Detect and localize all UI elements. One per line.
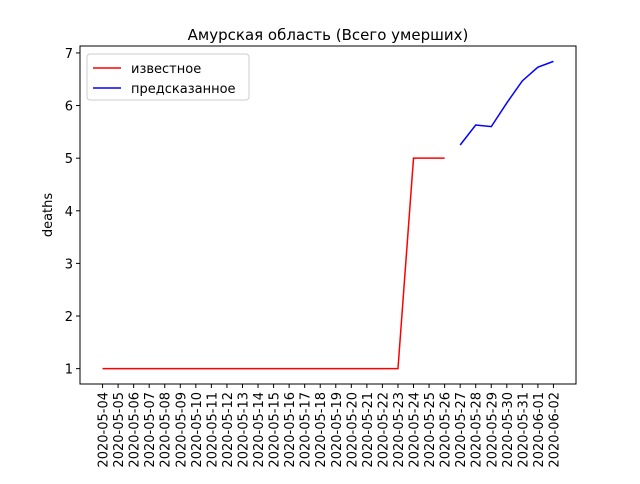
y-tick-label: 7: [65, 47, 73, 62]
line-series: [459, 60, 554, 146]
x-tick-label: 2020-05-31: [516, 392, 531, 468]
y-tick-label: 6: [65, 100, 73, 115]
x-tick-label: 2020-06-02: [547, 392, 562, 468]
x-tick-label: 2020-05-07: [143, 392, 158, 468]
x-tick-label: 2020-05-13: [236, 392, 251, 468]
x-tick-label: 2020-05-27: [454, 392, 469, 468]
x-tick-label: 2020-05-09: [174, 392, 189, 468]
x-tick-label: 2020-05-10: [190, 392, 205, 468]
legend-box: [86, 53, 250, 101]
x-tick-label: 2020-06-01: [532, 392, 547, 468]
plot-frame: [79, 45, 577, 385]
x-tick-label: 2020-05-12: [221, 392, 236, 468]
y-tick-label: 3: [65, 257, 73, 272]
x-tick-label: 2020-05-20: [345, 392, 360, 468]
x-tick-label: 2020-05-18: [314, 392, 329, 468]
x-tick-label: 2020-05-19: [330, 392, 345, 468]
x-tick-label: 2020-05-06: [128, 392, 143, 468]
line-series: [102, 157, 445, 370]
x-tick-label: 2020-05-14: [252, 392, 267, 468]
x-tick-label: 2020-05-16: [283, 392, 298, 468]
x-tick-label: 2020-05-17: [299, 392, 314, 468]
x-tick-label: 2020-05-05: [112, 392, 127, 468]
x-tick-label: 2020-05-24: [408, 392, 423, 468]
legend-label: известное: [131, 62, 201, 77]
x-tick-label: 2020-05-15: [268, 392, 283, 468]
x-tick-label: 2020-05-21: [361, 392, 376, 468]
x-tick-label: 2020-05-23: [392, 392, 407, 468]
x-tick-label: 2020-05-08: [159, 392, 174, 468]
x-tick-label: 2020-05-04: [97, 392, 112, 468]
x-tick-label: 2020-05-29: [485, 392, 500, 468]
x-tick-label: 2020-05-11: [205, 392, 220, 468]
chart-title: Амурская область (Всего умерших): [188, 26, 469, 44]
y-tick-label: 5: [65, 152, 73, 167]
y-axis-label: deaths: [41, 193, 56, 238]
x-tick-label: 2020-05-28: [470, 392, 485, 468]
y-tick-label: 2: [65, 310, 73, 325]
y-tick-label: 4: [65, 205, 73, 220]
legend-label: предсказанное: [131, 82, 236, 97]
x-tick-label: 2020-05-30: [501, 392, 516, 468]
x-tick-label: 2020-05-25: [423, 392, 438, 468]
x-tick-label: 2020-05-26: [439, 392, 454, 468]
y-tick-label: 1: [65, 363, 73, 378]
x-tick-label: 2020-05-22: [376, 392, 391, 468]
